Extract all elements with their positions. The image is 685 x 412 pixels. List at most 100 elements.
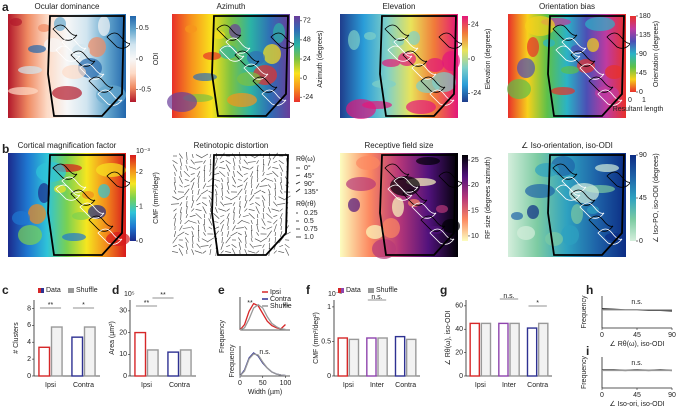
distortion-glyph	[225, 164, 231, 172]
contour	[243, 63, 269, 80]
distortion-glyph	[250, 171, 254, 177]
distortion-glyph	[241, 166, 250, 170]
distortion-glyph	[244, 200, 248, 208]
x-tick-label: 45	[633, 332, 641, 339]
contour	[225, 37, 251, 54]
distortion-glyph	[214, 166, 218, 170]
contour	[579, 202, 605, 219]
contour	[429, 89, 455, 106]
legend-item: 90°	[304, 180, 315, 188]
distortion-glyph	[233, 211, 235, 221]
map-patch	[82, 191, 94, 199]
map-patch	[38, 24, 50, 32]
distortion-glyph	[261, 195, 266, 201]
distortion-glyph	[209, 200, 212, 208]
distortion-glyph	[202, 183, 207, 189]
bar	[469, 322, 481, 377]
colorbar-tick-label: 0	[471, 56, 475, 63]
y-tick-label: 2	[27, 356, 31, 363]
map-patch	[442, 51, 460, 71]
contour	[79, 202, 105, 219]
distortion-glyph	[188, 166, 197, 170]
distortion-glyph	[237, 179, 242, 181]
legend-title: Rθ(rθ)	[296, 201, 316, 208]
distortion-glyph	[232, 202, 236, 206]
distortion-glyph	[209, 212, 212, 220]
distortion-glyph	[227, 171, 229, 177]
distortion-glyph	[197, 229, 200, 239]
distortion-glyph	[221, 236, 223, 244]
cortex-boundary	[379, 15, 457, 117]
y-axis-label: CMF (mm²/deg²)	[313, 312, 320, 364]
colorbar-tick-label: -24	[303, 94, 313, 101]
y-exponent: 10⁻³	[328, 291, 342, 298]
significance: n.s.	[631, 360, 642, 367]
contour	[597, 228, 623, 245]
distortion-glyph	[224, 203, 233, 205]
legend-label: Shuffle	[376, 287, 398, 294]
contour	[252, 76, 278, 93]
distortion-glyph	[185, 205, 188, 215]
colorbar	[630, 155, 636, 241]
distortion-glyph	[237, 184, 243, 188]
x-axis-label: Width (µm)	[248, 389, 282, 396]
map-title: ∠ Iso-orientation, iso-ODI	[521, 141, 613, 150]
distortion-glyph	[184, 219, 190, 225]
map-patch	[193, 73, 217, 81]
distortion-glyph	[197, 175, 200, 185]
map-patch	[416, 157, 440, 165]
colorbar-tick-label: 45	[639, 195, 647, 202]
distortion-glyph	[238, 165, 242, 171]
distortion-glyph	[249, 202, 254, 206]
map-patch	[372, 239, 396, 259]
x-tick-label: Ipsi	[343, 382, 354, 389]
map-patch	[38, 183, 50, 203]
legend-swatch	[368, 288, 371, 293]
distortion-glyph	[180, 170, 182, 178]
distortion-glyph	[180, 219, 182, 225]
distortion-glyph	[221, 182, 223, 190]
map-patch	[227, 93, 257, 107]
distortion-glyph	[190, 173, 195, 175]
colorbar-label: RF size (degrees azimuth)	[485, 157, 492, 239]
distortion-glyph	[203, 213, 206, 219]
legend-item: 135°	[304, 188, 319, 196]
contour	[70, 189, 96, 206]
significance: n.s.	[371, 294, 382, 301]
distortion-glyph	[244, 182, 248, 190]
bar	[405, 338, 417, 377]
significance: **	[144, 300, 150, 307]
significance: *	[536, 300, 539, 307]
distortion-glyph	[267, 166, 272, 170]
distortion-glyph	[220, 215, 225, 217]
contour	[561, 37, 587, 54]
distortion-glyph	[195, 209, 202, 211]
distortion-glyph	[189, 214, 196, 218]
distortion-glyph	[279, 164, 284, 172]
legend-label: Data	[346, 287, 361, 294]
distortion-glyph	[201, 202, 208, 206]
colorbar-tick-label: 10	[471, 233, 479, 240]
legend-glyph	[295, 174, 301, 177]
distortion-glyph	[279, 190, 283, 194]
map-patch	[392, 197, 404, 217]
distortion-glyph	[185, 165, 189, 171]
colorbar-tick-label: 0	[139, 238, 143, 245]
legend-swatch	[68, 288, 71, 293]
contour	[411, 202, 437, 219]
distortion-glyph	[185, 214, 188, 218]
distortion-glyph	[191, 226, 195, 230]
contour	[61, 176, 87, 193]
y-axis-label: ∠ Rθ(ω), iso-ODI	[444, 310, 452, 365]
cortex-boundary	[47, 15, 125, 117]
map-patch	[364, 32, 376, 40]
distortion-glyph	[232, 184, 236, 188]
distortion-glyph	[179, 225, 183, 231]
map-patch	[587, 206, 599, 214]
map-patch	[96, 163, 126, 177]
legend-item: 45°	[304, 172, 315, 180]
distortion-glyph	[255, 183, 260, 189]
legend-label: Ipsi	[270, 289, 281, 296]
colorbar	[462, 155, 468, 241]
